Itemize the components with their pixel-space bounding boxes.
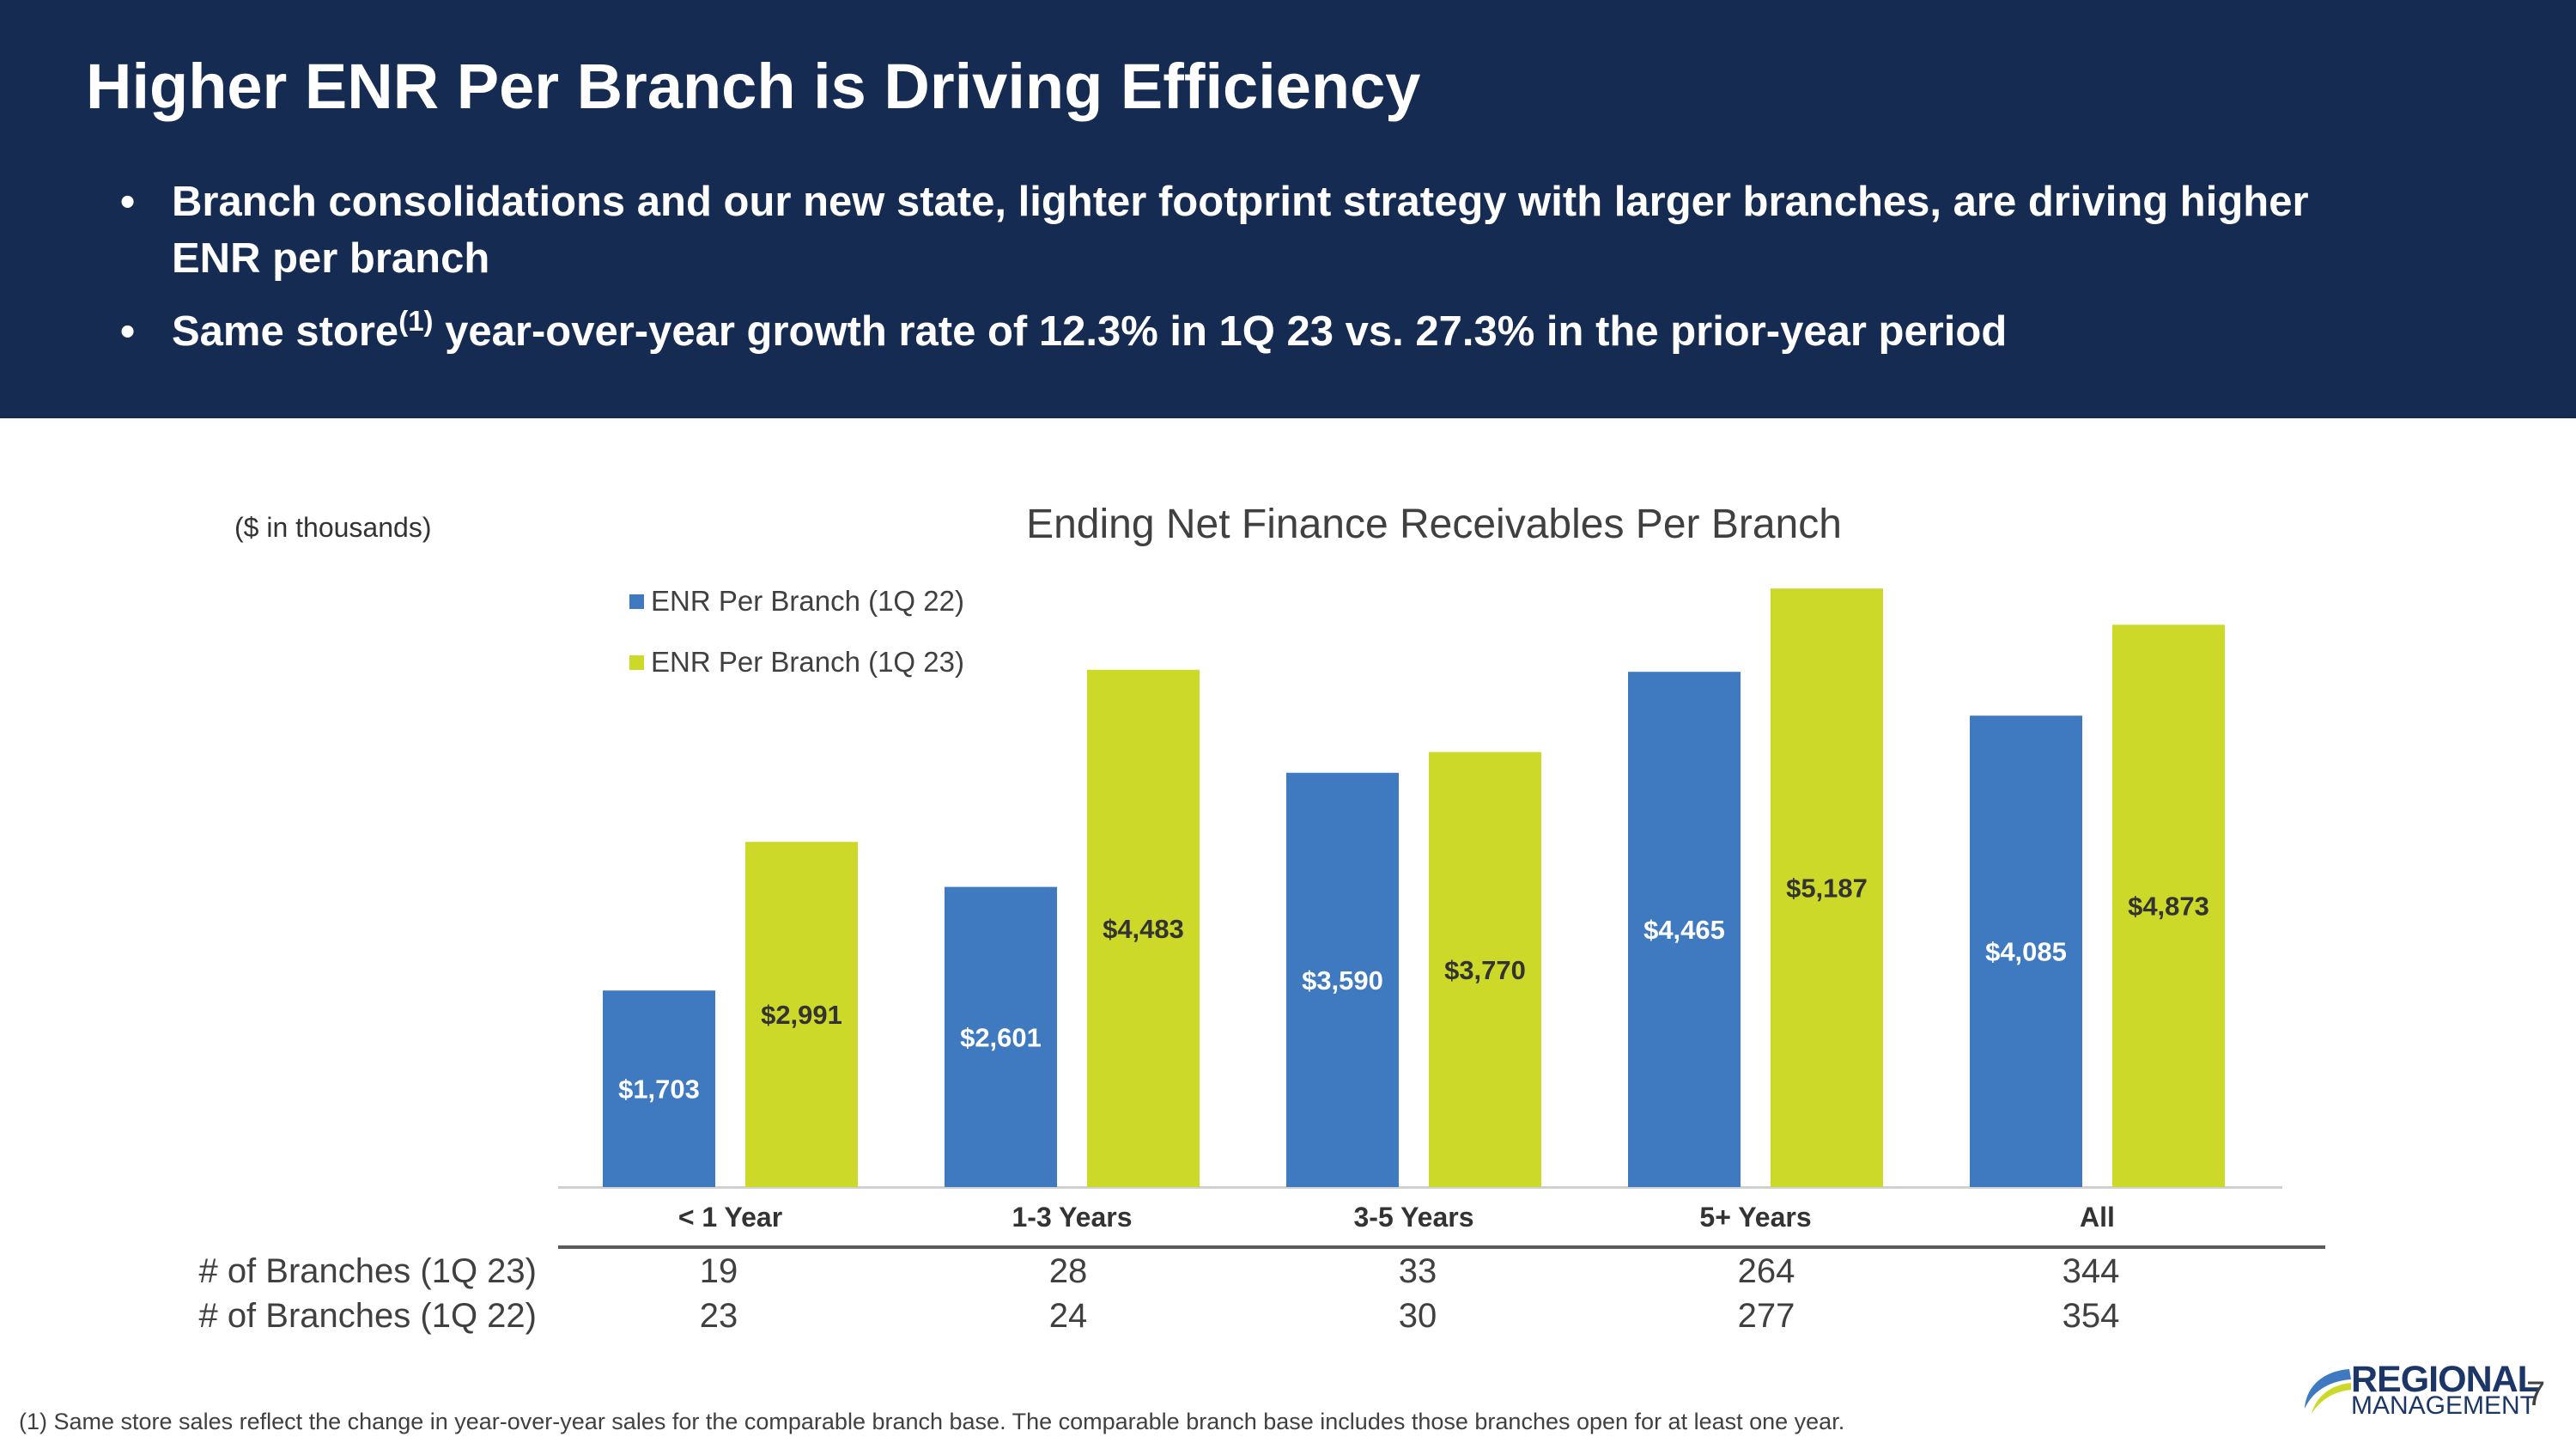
branches-1q23-cell: 19 — [699, 1252, 738, 1290]
branches-1q22-cell: 30 — [1398, 1297, 1437, 1335]
logo-text-regional: REGIONAL — [2351, 1359, 2540, 1400]
bar — [1771, 588, 1883, 1187]
company-logo: REGIONAL MANAGEMENT — [2301, 1359, 2540, 1420]
bullet-2-text-end: year-over-year growth rate of 12.3% in 1… — [433, 308, 2008, 355]
page-number: 7 — [2526, 1375, 2546, 1413]
data-label: $5,187 — [1786, 874, 1868, 904]
branches-1q23-cell: 28 — [1048, 1252, 1088, 1290]
logo-text-management: MANAGEMENT — [2351, 1391, 2537, 1420]
slide-title: Higher ENR Per Branch is Driving Efficie… — [86, 51, 1421, 122]
data-label: $1,703 — [618, 1075, 700, 1105]
header-banner: Higher ENR Per Branch is Driving Efficie… — [0, 0, 2576, 418]
bar — [2112, 624, 2225, 1187]
legend-item-1q22: ENR Per Branch (1Q 22) — [629, 585, 964, 618]
branches-1q23-cell: 344 — [2062, 1252, 2120, 1290]
footnote-ref: (1) — [398, 305, 434, 337]
bullet-2-text-start: Same store — [172, 308, 399, 355]
bar — [1628, 672, 1741, 1187]
x-tick-label: 3-5 Years — [1354, 1202, 1474, 1233]
footnote: (1) Same store sales reflect the change … — [19, 1409, 1845, 1434]
bullet-1: • Branch consolidations and our new stat… — [120, 174, 2370, 287]
legend-label-1q23: ENR Per Branch (1Q 23) — [651, 646, 964, 678]
data-label: $3,590 — [1302, 965, 1383, 995]
chart-title: Ending Net Finance Receivables Per Branc… — [1026, 502, 1842, 547]
legend-swatch-1q22 — [629, 594, 644, 609]
branches-1q22-cell: 277 — [1737, 1297, 1795, 1335]
bullet-2: • Same store(1) year-over-year growth ra… — [120, 303, 2370, 360]
bar — [1087, 669, 1200, 1187]
data-label: $3,770 — [1444, 955, 1526, 985]
bar — [745, 842, 858, 1187]
branches-1q22-cell: 23 — [699, 1297, 738, 1335]
branches-1q23-label: # of Branches (1Q 23) — [198, 1252, 537, 1290]
bullet-marker: • — [120, 308, 136, 355]
branches-1q22-cell: 354 — [2062, 1297, 2120, 1335]
bar — [1970, 715, 2082, 1187]
x-tick-label: < 1 Year — [678, 1202, 782, 1233]
branches-1q23-cell: 264 — [1737, 1252, 1795, 1290]
legend-label-1q22: ENR Per Branch (1Q 22) — [651, 585, 964, 617]
x-tick-label: 5+ Years — [1699, 1202, 1811, 1233]
x-tick-label: All — [2080, 1202, 2115, 1233]
branches-1q22-cell: 24 — [1048, 1297, 1088, 1335]
logo-swoosh-icon — [2305, 1369, 2351, 1414]
branches-1q22-label: # of Branches (1Q 22) — [198, 1297, 537, 1335]
branches-1q23-cell: 33 — [1398, 1252, 1437, 1290]
bar — [603, 990, 715, 1187]
legend-swatch-1q23 — [629, 655, 644, 670]
bar — [1429, 752, 1541, 1187]
unit-note: ($ in thousands) — [234, 512, 432, 543]
bar — [945, 886, 1057, 1187]
bar — [1286, 772, 1399, 1187]
x-tick-label: 1-3 Years — [1012, 1202, 1133, 1233]
data-label: $4,085 — [1985, 937, 2067, 967]
data-label: $2,601 — [960, 1022, 1042, 1052]
table-divider — [558, 1245, 2325, 1249]
data-label: $4,465 — [1643, 915, 1725, 945]
data-label: $4,873 — [2128, 892, 2209, 922]
data-label: $2,991 — [761, 1000, 842, 1030]
bullet-1-text: Branch consolidations and our new state,… — [172, 179, 2309, 282]
bullet-marker: • — [120, 179, 136, 225]
legend-item-1q23: ENR Per Branch (1Q 23) — [629, 646, 964, 679]
data-label: $4,483 — [1103, 914, 1184, 944]
